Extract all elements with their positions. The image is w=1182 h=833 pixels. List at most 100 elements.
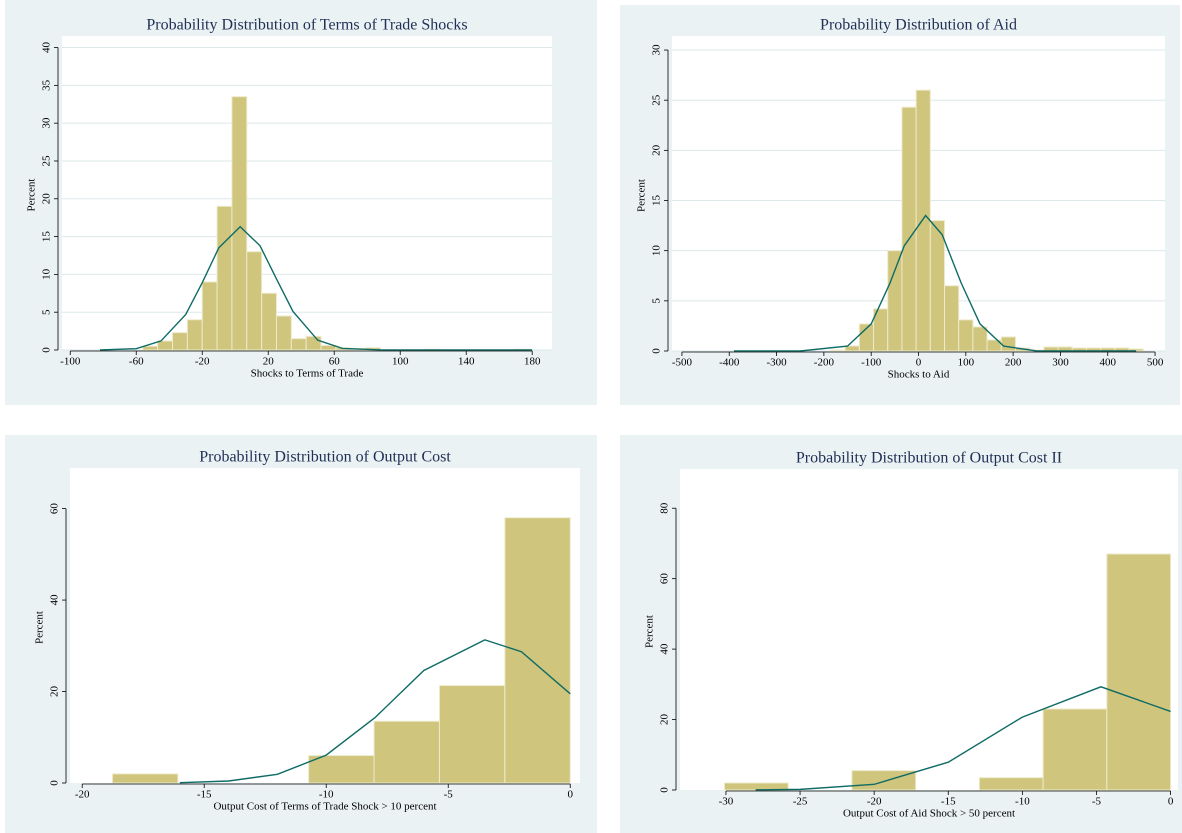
bar: [201, 281, 218, 351]
y-tick-label: 60: [659, 573, 671, 585]
x-tick-label: -500: [672, 357, 693, 369]
x-tick-label: -100: [861, 357, 882, 369]
x-tick-label: 200: [1005, 357, 1022, 369]
x-tick-label: -20: [867, 796, 882, 808]
y-tick-label: 30: [651, 44, 663, 56]
bar: [231, 96, 248, 351]
y-axis-label: Percent: [26, 179, 38, 212]
y-tick-label: 80: [659, 502, 671, 514]
x-tick-label: -5: [444, 789, 454, 801]
y-tick-label: 10: [41, 268, 53, 280]
bar: [275, 315, 292, 351]
bar: [901, 106, 917, 352]
x-tick-label: -200: [814, 357, 835, 369]
x-tick-label: 100: [392, 356, 409, 368]
density-curve: [179, 639, 571, 784]
x-tick-label: 180: [524, 356, 541, 368]
x-tick-label: -15: [197, 789, 212, 801]
x-tick-label: 300: [1052, 357, 1069, 369]
bar: [373, 720, 440, 784]
chart-title: Probability Distribution of Output Cost: [199, 449, 451, 466]
x-tick-label: -15: [941, 796, 956, 808]
y-tick-label: 0: [659, 787, 671, 793]
bar: [172, 332, 188, 351]
y-axis-label: Percent: [34, 611, 46, 644]
bar: [186, 319, 203, 351]
x-tick-label: -400: [719, 357, 740, 369]
chart-panel: Probability Distribution of Output Cost 0…: [5, 435, 597, 833]
y-tick-label: 40: [41, 42, 53, 54]
bar: [830, 349, 846, 352]
x-tick-label: -60: [129, 356, 144, 368]
y-tick-label: 60: [49, 503, 61, 515]
bar: [1042, 708, 1108, 791]
bar: [1106, 553, 1172, 791]
chart-panel: Probability Distribution of Terms of Tra…: [5, 0, 597, 405]
y-tick-label: 15: [41, 231, 53, 243]
y-tick-label: 20: [651, 144, 663, 156]
x-tick-label: 0: [567, 789, 573, 801]
x-tick-label: -10: [319, 789, 334, 801]
plot-area: [62, 36, 552, 350]
y-tick-label: 20: [659, 714, 671, 726]
y-tick-label: 5: [651, 298, 663, 304]
chart-panel: Probability Distribution of Aid 0 5 10 15 20 2…: [620, 5, 1180, 405]
bar: [929, 220, 946, 352]
x-tick-label: -100: [60, 356, 81, 368]
bar: [944, 285, 960, 352]
bar: [157, 340, 174, 351]
y-tick-label: 0: [41, 347, 53, 353]
density-curve: [99, 225, 533, 351]
bar: [142, 345, 159, 351]
chart-title: Probability Distribution of Output Cost …: [796, 450, 1062, 467]
x-tick-label: 400: [1100, 357, 1117, 369]
bar: [887, 250, 903, 352]
y-tick-label: 40: [659, 643, 671, 655]
x-tick-label: -30: [719, 796, 734, 808]
x-tick-label: 140: [458, 356, 475, 368]
bar: [915, 89, 931, 352]
y-tick-label: 15: [651, 195, 663, 207]
density-curve: [755, 686, 1171, 791]
x-axis-label: Output Cost of Aid Shock > 50 percent: [843, 808, 1015, 820]
x-tick-label: -10: [1015, 796, 1030, 808]
chart-title: Probability Distribution of Terms of Tra…: [146, 17, 467, 34]
x-axis-label: Output Cost of Terms of Trade Shock > 10…: [213, 801, 436, 813]
x-axis-label: Shocks to Terms of Trade: [251, 368, 364, 380]
bar: [958, 319, 974, 352]
y-axis-label: Percent: [644, 615, 656, 648]
x-tick-label: 100: [958, 357, 975, 369]
bar: [978, 777, 1044, 791]
bar: [290, 338, 307, 351]
bar: [111, 773, 179, 784]
x-tick-label: 500: [1147, 357, 1164, 369]
y-tick-label: 10: [651, 245, 663, 257]
y-tick-label: 25: [41, 155, 53, 167]
y-tick-label: 5: [41, 309, 53, 315]
bar: [308, 755, 375, 784]
x-axis-label: Shocks to Aid: [888, 369, 950, 381]
x-tick-label: -25: [793, 796, 808, 808]
x-tick-label: 20: [263, 356, 275, 368]
bar: [1000, 336, 1016, 352]
y-axis-label: Percent: [636, 179, 648, 212]
x-tick-label: 0: [1168, 796, 1174, 808]
x-tick-label: -300: [766, 357, 787, 369]
bar: [504, 517, 571, 784]
chart-panel: Probability Distribution of Output Cost …: [620, 435, 1182, 833]
y-tick-label: 30: [41, 117, 53, 129]
y-tick-label: 0: [651, 348, 663, 354]
x-tick-label: 60: [329, 356, 341, 368]
bar: [246, 251, 263, 351]
bar: [438, 685, 506, 784]
bar: [851, 770, 917, 791]
y-tick-label: 25: [651, 94, 663, 106]
density-curve: [733, 214, 1137, 352]
y-tick-label: 0: [49, 780, 61, 786]
chart-title: Probability Distribution of Aid: [820, 17, 1017, 34]
bar: [216, 205, 233, 351]
y-tick-label: 20: [41, 193, 53, 205]
bar: [305, 335, 322, 351]
